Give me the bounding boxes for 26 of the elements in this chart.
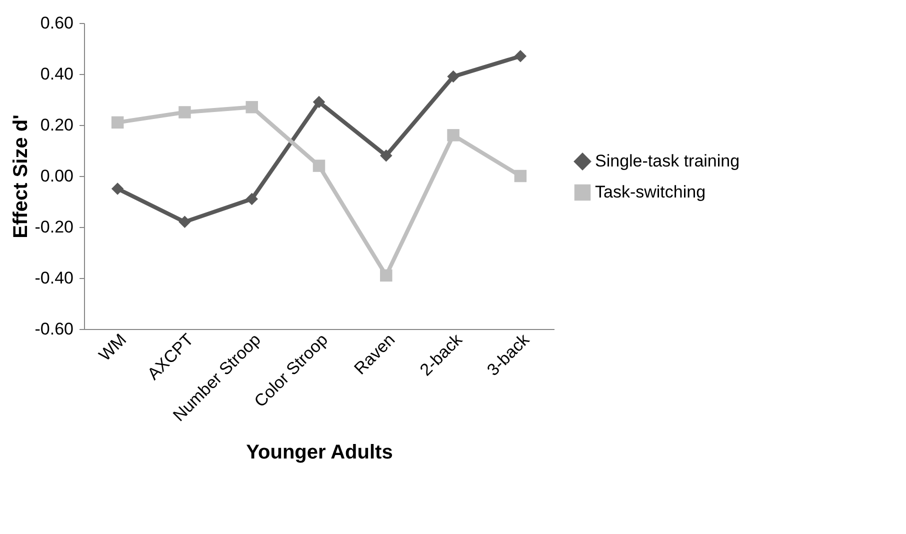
y-tick-label: 0.40 [40,64,74,84]
legend-label: Task-switching [595,182,706,202]
y-tick-label: 0.00 [40,166,74,186]
point [380,269,392,282]
point [312,96,326,108]
y-tick-label: -0.20 [34,218,74,236]
point [178,216,191,228]
point [447,129,460,142]
legend-label: Single-task training [595,152,740,170]
y-tick-label: -0.40 [34,268,74,288]
point [246,101,258,114]
point [246,192,258,206]
y-axis-title: Effect Size d' [10,114,32,238]
x-axis-title: Younger Adults [246,441,393,464]
point [312,160,326,172]
point [111,182,124,195]
point [447,70,460,83]
point [514,50,527,62]
x-tick-label: WM [95,330,130,365]
point [178,106,191,118]
point [514,170,527,182]
y-tick-label: -0.60 [34,320,74,338]
point [111,116,124,129]
point [380,149,392,162]
y-tick-label: 0.60 [40,14,74,32]
y-tick-label: 0.20 [40,116,74,134]
